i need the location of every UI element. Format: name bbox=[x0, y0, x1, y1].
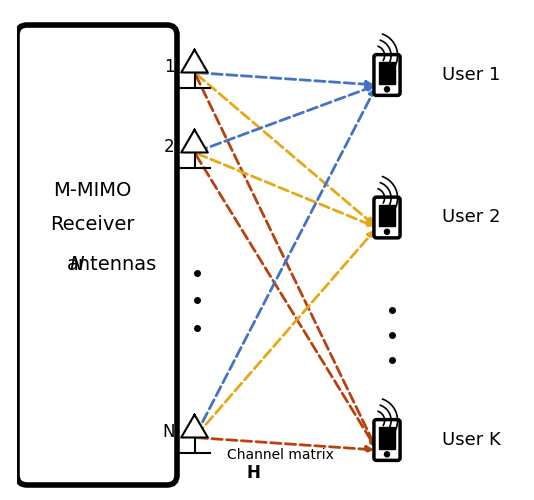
Text: User 2: User 2 bbox=[442, 208, 500, 226]
Text: Receiver: Receiver bbox=[50, 216, 134, 234]
Bar bbox=[379, 205, 395, 227]
Bar bbox=[379, 428, 395, 449]
Polygon shape bbox=[181, 50, 208, 72]
Circle shape bbox=[384, 87, 389, 92]
Text: 2: 2 bbox=[164, 138, 175, 156]
FancyBboxPatch shape bbox=[374, 420, 400, 461]
Text: Channel matrix: Channel matrix bbox=[227, 448, 334, 462]
Circle shape bbox=[384, 452, 389, 457]
Text: User K: User K bbox=[442, 431, 501, 449]
Polygon shape bbox=[181, 130, 208, 152]
Text: antennas: antennas bbox=[67, 256, 157, 274]
FancyBboxPatch shape bbox=[17, 25, 177, 485]
Text: N: N bbox=[162, 423, 175, 441]
Text: M-MIMO: M-MIMO bbox=[53, 180, 131, 200]
Circle shape bbox=[384, 230, 389, 234]
Text: 1: 1 bbox=[164, 58, 175, 76]
FancyBboxPatch shape bbox=[374, 197, 400, 238]
Bar bbox=[379, 62, 395, 84]
Text: H: H bbox=[247, 464, 261, 481]
Text: $N$: $N$ bbox=[69, 256, 85, 274]
FancyBboxPatch shape bbox=[374, 54, 400, 96]
Text: User 1: User 1 bbox=[442, 66, 500, 84]
Polygon shape bbox=[181, 414, 208, 438]
